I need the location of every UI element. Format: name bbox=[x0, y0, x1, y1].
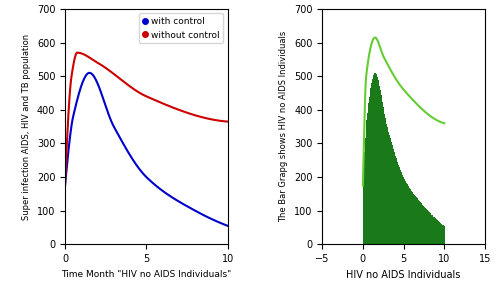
X-axis label: HIV no AIDS Individuals: HIV no AIDS Individuals bbox=[346, 270, 461, 280]
Legend: with control, without control: with control, without control bbox=[140, 13, 224, 43]
Y-axis label: The Bar Grapg shows HIV no AIDS Individuals: The Bar Grapg shows HIV no AIDS Individu… bbox=[280, 31, 288, 222]
Y-axis label: Super infection AIDS, HIV and TB population: Super infection AIDS, HIV and TB populat… bbox=[22, 34, 31, 220]
X-axis label: Time Month "HIV no AIDS Individuals": Time Month "HIV no AIDS Individuals" bbox=[62, 270, 232, 279]
